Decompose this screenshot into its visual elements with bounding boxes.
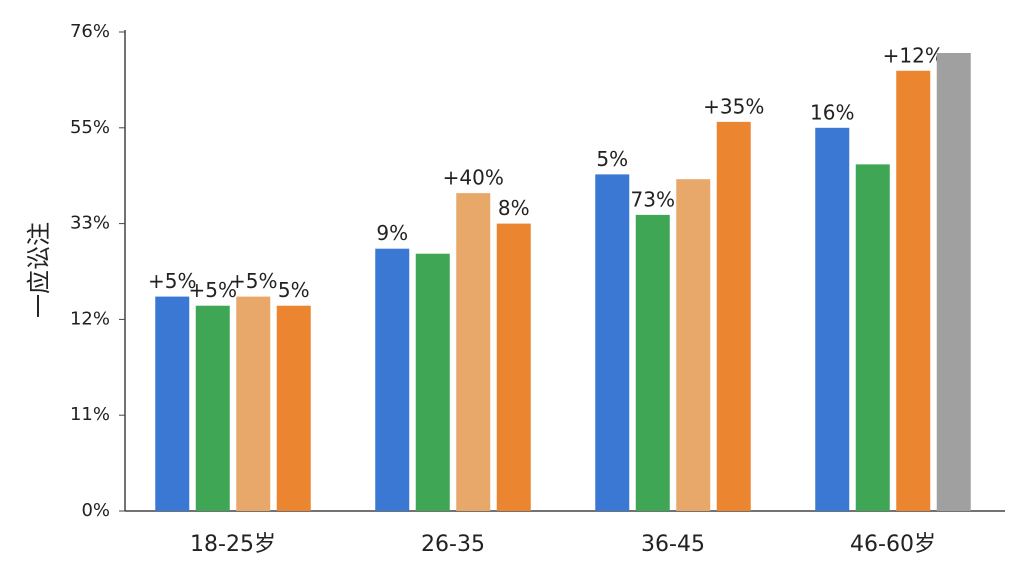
x-tick-label: 26-35 — [421, 532, 485, 557]
bar — [155, 296, 190, 511]
bar — [896, 70, 931, 512]
bar-label: 5% — [596, 147, 628, 171]
bar — [635, 214, 670, 511]
x-tick-label: 36-45 — [641, 532, 705, 557]
bar-label: +5% — [148, 269, 197, 293]
bar — [195, 305, 230, 511]
bar — [496, 223, 531, 511]
bar — [676, 179, 711, 511]
bar-label: 9% — [376, 221, 408, 245]
bar — [815, 127, 850, 512]
x-tick-label: 46-60岁 — [850, 532, 936, 557]
bar — [415, 253, 450, 512]
bar — [375, 248, 410, 511]
bar-label: +12% — [883, 43, 944, 67]
y-tick-label: 12% — [70, 308, 110, 329]
x-tick-label: 18-25岁 — [190, 532, 276, 557]
y-tick-label: 76% — [70, 21, 110, 42]
bar-label: 16% — [810, 100, 854, 124]
bar — [716, 121, 751, 512]
bar — [855, 164, 890, 512]
y-tick-label: 33% — [70, 213, 110, 234]
y-tick-label: 0% — [81, 500, 110, 521]
bar-label: +5% — [189, 278, 238, 302]
bar — [936, 52, 971, 511]
bar-label: 5% — [278, 278, 310, 302]
bar — [276, 305, 311, 511]
bar — [236, 296, 271, 511]
bar-label: 73% — [631, 187, 675, 211]
bar-label: +35% — [703, 94, 764, 118]
bar — [595, 174, 630, 512]
bar-label: 8% — [498, 196, 530, 220]
y-tick-label: 55% — [70, 117, 110, 138]
y-axis-label: 一应讼注 — [25, 222, 53, 318]
bar — [456, 193, 491, 512]
bar-label: +40% — [443, 166, 504, 190]
bar-label: +5% — [229, 269, 278, 293]
y-tick-label: 11% — [70, 404, 110, 425]
